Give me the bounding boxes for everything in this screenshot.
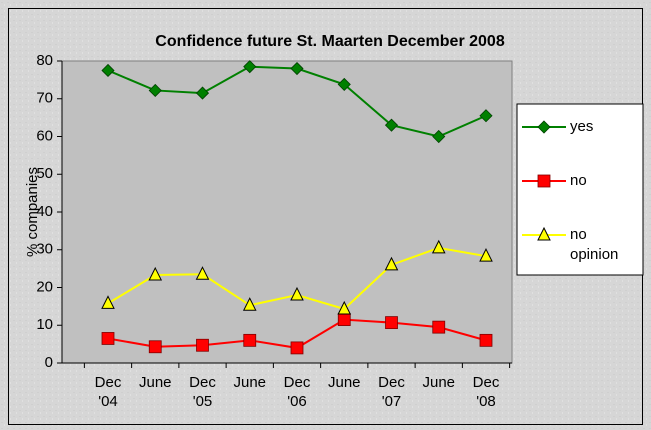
x-tick-label: June bbox=[233, 374, 266, 391]
y-tick-label: 20 bbox=[36, 278, 53, 295]
x-tick-label: June bbox=[422, 374, 455, 391]
point bbox=[431, 239, 446, 254]
point bbox=[242, 297, 257, 311]
point bbox=[337, 300, 352, 315]
x-tick-label: Dec '08 bbox=[473, 374, 500, 410]
point bbox=[195, 266, 210, 280]
plot-area bbox=[61, 60, 513, 364]
x-tick-label: Dec '07 bbox=[378, 374, 405, 410]
point bbox=[148, 340, 162, 354]
point bbox=[337, 313, 351, 326]
y-tick-label: 80 bbox=[36, 52, 53, 69]
point bbox=[195, 86, 210, 100]
point bbox=[243, 60, 257, 74]
point bbox=[479, 248, 493, 262]
point bbox=[243, 333, 257, 347]
x-tick-label: Dec '05 bbox=[189, 374, 216, 410]
x-tick-label: June bbox=[328, 374, 361, 391]
point bbox=[148, 83, 162, 98]
point bbox=[479, 109, 493, 123]
point bbox=[337, 77, 351, 91]
y-tick-label: 70 bbox=[36, 90, 53, 107]
point bbox=[384, 118, 399, 132]
point bbox=[196, 338, 209, 352]
legend-label: no bbox=[570, 172, 587, 189]
point bbox=[537, 120, 551, 134]
x-tick-label: June bbox=[139, 374, 172, 391]
point bbox=[537, 174, 551, 188]
y-tick-label: 60 bbox=[36, 127, 53, 144]
y-tick-label: 50 bbox=[36, 165, 53, 182]
x-tick-label: Dec '06 bbox=[284, 374, 311, 410]
point bbox=[101, 332, 115, 345]
y-axis-label: % companies bbox=[24, 167, 41, 257]
point bbox=[290, 341, 304, 355]
point bbox=[290, 61, 304, 76]
point bbox=[432, 129, 446, 144]
point bbox=[537, 226, 551, 241]
point bbox=[290, 286, 304, 301]
point bbox=[148, 266, 163, 281]
point bbox=[385, 316, 398, 330]
y-tick-label: 40 bbox=[36, 203, 53, 220]
x-tick-label: Dec '04 bbox=[95, 374, 122, 410]
point bbox=[432, 320, 446, 334]
point bbox=[101, 63, 115, 78]
legend-label: no opinion bbox=[570, 226, 618, 263]
y-tick-label: 0 bbox=[45, 354, 53, 371]
y-tick-label: 30 bbox=[36, 241, 53, 258]
point bbox=[101, 295, 115, 309]
legend-label: yes bbox=[570, 118, 593, 135]
point bbox=[479, 333, 493, 347]
point bbox=[384, 256, 399, 271]
legend bbox=[516, 103, 644, 276]
y-tick-label: 10 bbox=[36, 316, 53, 333]
chart-title: Confidence future St. Maarten December 2… bbox=[155, 33, 505, 50]
